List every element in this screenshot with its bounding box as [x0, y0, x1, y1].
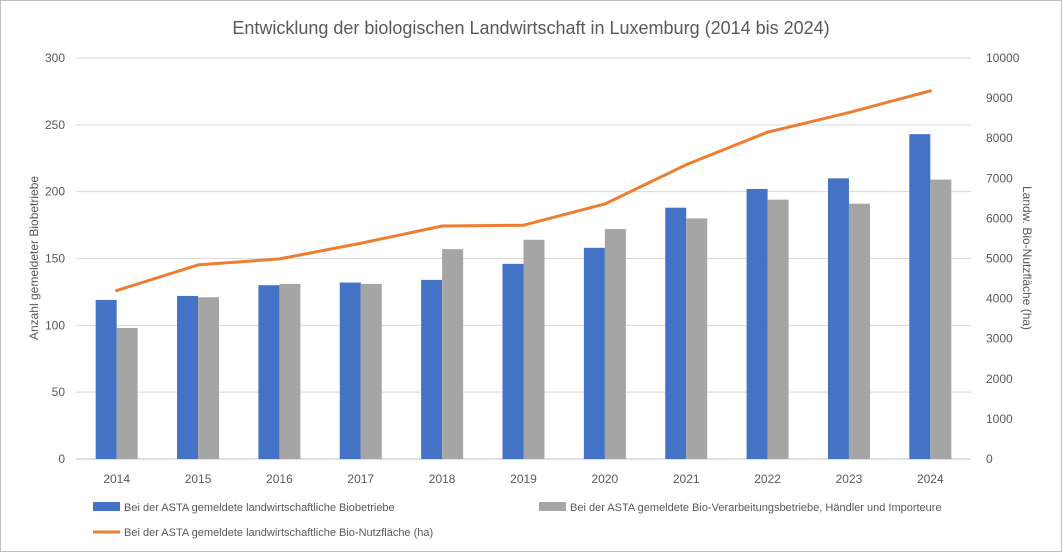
bar-verarbeitung — [930, 179, 952, 460]
right-tick-label: 0 — [986, 452, 993, 466]
bar-biobetriebe — [746, 188, 768, 459]
left-tick-label: 200 — [45, 185, 65, 199]
right-tick-label: 6000 — [986, 211, 1013, 225]
point-nutzflaeche — [847, 111, 851, 115]
bar-biobetriebe — [95, 299, 117, 459]
bar-verarbeitung — [116, 328, 138, 459]
chart-title: Entwicklung der biologischen Landwirtsch… — [232, 18, 829, 38]
bar-biobetriebe — [502, 263, 524, 459]
x-tick-label: 2014 — [103, 472, 130, 486]
bar-verarbeitung — [360, 283, 382, 459]
left-tick-label: 100 — [45, 318, 65, 332]
point-nutzflaeche — [440, 224, 444, 228]
left-tick-label: 250 — [45, 118, 65, 132]
right-tick-label: 8000 — [986, 131, 1013, 145]
right-tick-label: 1000 — [986, 412, 1013, 426]
legend: Bei der ASTA gemeldete landwirtschaftlic… — [93, 502, 942, 539]
bar-biobetriebe — [177, 295, 199, 459]
bar-biobetriebe — [339, 282, 361, 459]
legend-label-biobetriebe: Bei der ASTA gemeldete landwirtschaftlic… — [124, 502, 395, 514]
bar-biobetriebe — [665, 207, 687, 459]
bar-verarbeitung — [523, 239, 545, 459]
area-line — [115, 89, 932, 293]
x-axis-ticks: 2014 2015 2016 2017 2018 2019 2020 2021 2022 2023… — [103, 472, 944, 486]
point-nutzflaeche — [522, 223, 525, 227]
bars — [95, 134, 952, 460]
bar-verarbeitung — [279, 283, 301, 459]
point-nutzflaeche — [115, 289, 119, 293]
bar-biobetriebe — [421, 279, 443, 459]
x-tick-label: 2021 — [673, 472, 700, 486]
point-nutzflaeche — [603, 202, 607, 206]
right-tick-label: 2000 — [986, 372, 1013, 386]
left-axis-ticks: 0 50 100 150 200 250 300 — [45, 51, 65, 466]
bar-verarbeitung — [686, 218, 708, 459]
point-nutzflaeche — [928, 89, 932, 93]
right-tick-label: 7000 — [986, 171, 1013, 185]
right-tick-label: 4000 — [986, 292, 1013, 306]
left-tick-label: 50 — [52, 385, 66, 399]
x-tick-label: 2015 — [185, 472, 212, 486]
left-axis-title: Anzahl gemeldeter Biobetriebe — [27, 176, 41, 340]
right-tick-label: 10000 — [986, 51, 1020, 65]
point-nutzflaeche — [684, 163, 688, 167]
right-axis-ticks: 0 1000 2000 3000 4000 5000 6000 7000 8000 9000 100… — [986, 51, 1020, 466]
right-tick-label: 5000 — [986, 252, 1013, 266]
right-axis-title: Landw. Bio-Nutzfläche (ha) — [1020, 186, 1034, 330]
left-tick-label: 0 — [58, 452, 65, 466]
bar-biobetriebe — [827, 178, 849, 460]
bar-biobetriebe — [583, 247, 605, 459]
bar-biobetriebe — [909, 134, 931, 459]
right-tick-label: 3000 — [986, 332, 1013, 346]
legend-label-nutzflaeche: Bei der ASTA gemeldete landwirtschaftlic… — [124, 527, 433, 539]
bar-verarbeitung — [848, 203, 870, 459]
left-tick-label: 300 — [45, 51, 65, 65]
point-nutzflaeche — [277, 257, 281, 261]
right-tick-label: 9000 — [986, 91, 1013, 105]
left-tick-label: 150 — [45, 252, 65, 266]
x-tick-label: 2023 — [836, 472, 863, 486]
x-tick-label: 2017 — [347, 472, 374, 486]
x-tick-label: 2018 — [429, 472, 456, 486]
x-tick-label: 2022 — [754, 472, 781, 486]
point-nutzflaeche — [359, 241, 363, 245]
x-tick-label: 2019 — [510, 472, 537, 486]
point-nutzflaeche — [196, 263, 200, 267]
bar-verarbeitung — [604, 229, 626, 459]
bar-verarbeitung — [442, 249, 464, 459]
legend-swatch-biobetriebe — [93, 502, 120, 511]
bar-biobetriebe — [258, 285, 280, 459]
point-nutzflaeche — [766, 130, 770, 134]
x-tick-label: 2020 — [592, 472, 619, 486]
bar-verarbeitung — [198, 297, 220, 459]
x-tick-label: 2024 — [917, 472, 944, 486]
bar-verarbeitung — [767, 199, 789, 460]
legend-swatch-verarbeitung — [539, 502, 566, 511]
legend-label-verarbeitung: Bei der ASTA gemeldete Bio-Verarbeitungs… — [570, 502, 942, 514]
x-tick-label: 2016 — [266, 472, 293, 486]
